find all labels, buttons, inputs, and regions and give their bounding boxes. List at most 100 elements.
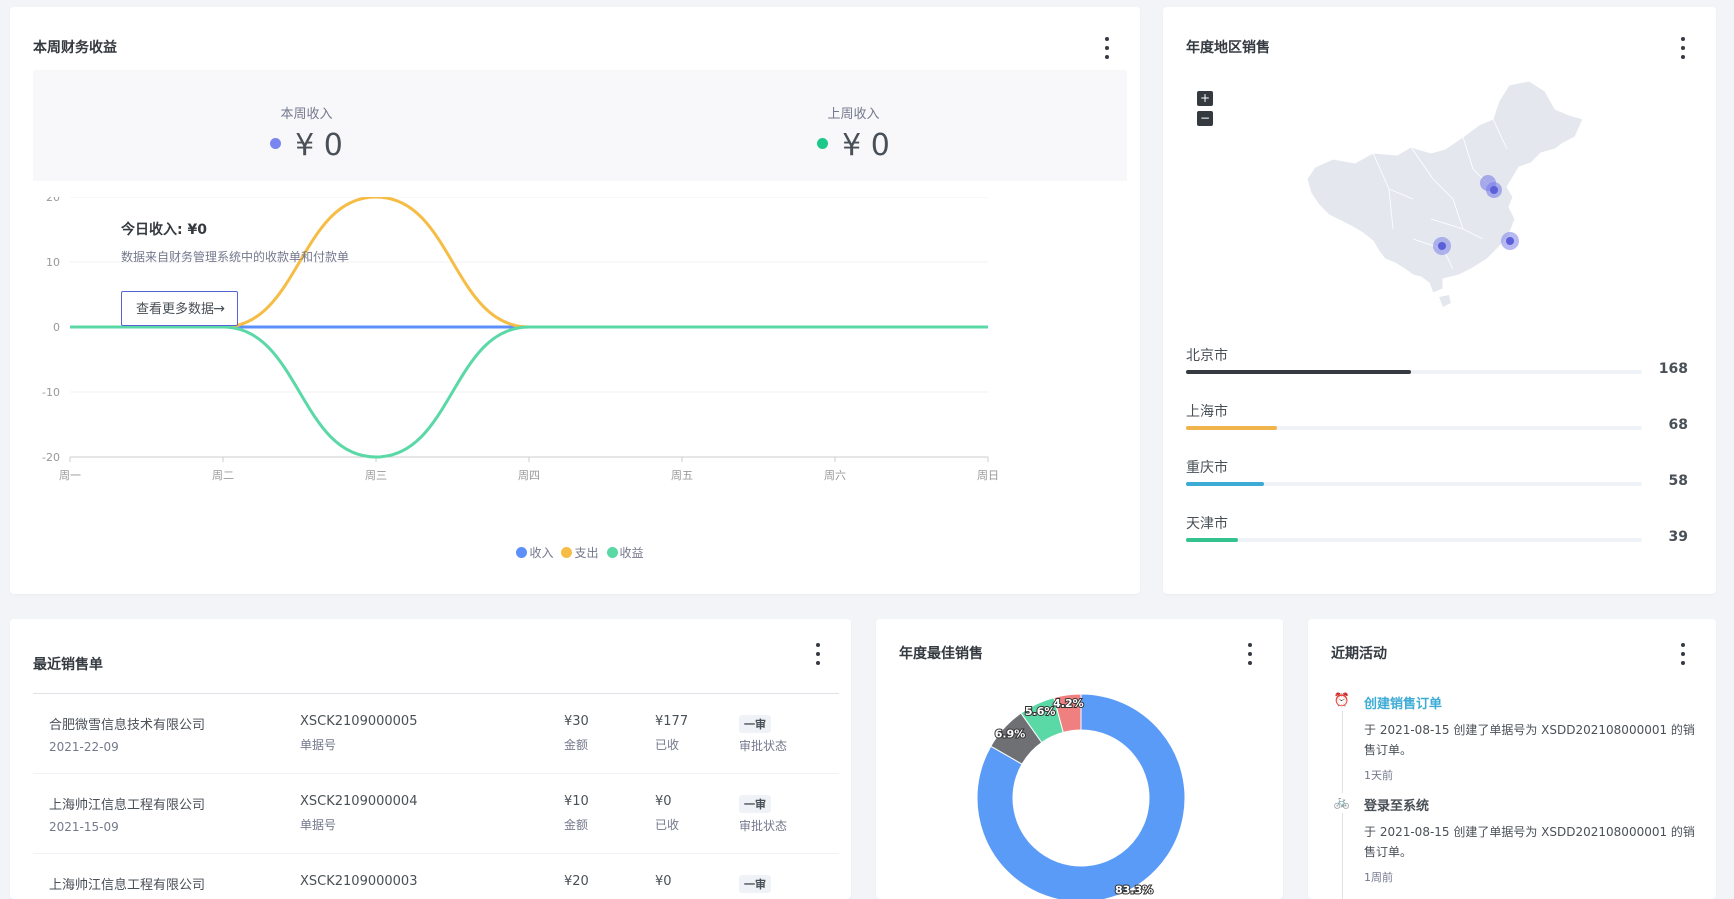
region-name: 天津市 (1186, 516, 1228, 532)
zoom-in-button[interactable]: + (1197, 91, 1213, 106)
activity-time: 1天前 (1364, 769, 1393, 782)
received-cell: ¥0 已收 (655, 794, 679, 833)
received: ¥0 (655, 794, 672, 809)
finance-more-icon[interactable] (1104, 37, 1110, 59)
x-tick-label: 周五 (671, 469, 693, 482)
region-title: 年度地区销售 (1186, 40, 1270, 56)
x-tick-label: 周四 (518, 469, 540, 482)
activity-desc: 于 2021-08-15 创建了单据号为 XSDD202108000001 的销… (1364, 825, 1695, 859)
finance-summary: 本周收入 ¥ 0 上周收入 ¥ 0 (33, 70, 1127, 181)
map-marker-core (1490, 186, 1498, 194)
donut-slice[interactable] (976, 693, 1186, 899)
order-no-sub: 单据号 (300, 818, 337, 832)
region-progress-bar (1186, 538, 1642, 542)
legend-dot-icon (516, 547, 528, 558)
amount-cell: ¥10 金额 (564, 794, 589, 833)
series-line-2[interactable] (70, 325, 988, 459)
y-tick-label: 20 (46, 197, 60, 204)
region-value: 68 (1668, 417, 1688, 433)
x-tick-label: 周一 (59, 469, 81, 482)
activity-time: 1周前 (1364, 871, 1393, 884)
y-tick-label: -20 (42, 451, 60, 464)
donut-slice-label: 6.9% (995, 727, 1026, 740)
amount: ¥30 (564, 714, 589, 729)
order-no-cell: XSCK2109000005 单据号 (300, 714, 417, 753)
amount: ¥10 (564, 794, 589, 809)
region-value: 39 (1668, 529, 1688, 545)
donut-slice[interactable] (1053, 693, 1082, 733)
region-progress-bar (1186, 426, 1642, 430)
view-more-data-button[interactable]: 查看更多数据 → (121, 291, 238, 326)
legend-label: 收入 (529, 546, 554, 560)
order-no: XSCK2109000005 (300, 714, 418, 729)
table-row[interactable]: 上海帅江信息工程有限公司 2021-15-09 XSCK2109000004 单据号 ¥… (33, 774, 839, 854)
legend-dot-icon (606, 547, 618, 558)
hainan-island (1439, 295, 1451, 307)
bicycle-icon: 🚲 (1332, 793, 1352, 813)
region-value: 58 (1668, 473, 1688, 489)
status-cell: 一审 审批状态 (739, 795, 787, 834)
region-more-icon[interactable] (1680, 37, 1686, 59)
company-sub: 2021-15-09 (49, 820, 119, 834)
this-week-value: ¥ 0 (295, 128, 343, 163)
china-map[interactable] (1293, 79, 1593, 309)
x-tick-label: 周六 (824, 469, 846, 482)
donut-slice-label: 83.3% (1115, 884, 1153, 897)
last-week-dot-icon (817, 138, 829, 149)
activity-more-icon[interactable] (1680, 643, 1686, 665)
received: ¥0 (655, 874, 672, 889)
company-cell: 上海帅江信息工程有限公司 (49, 874, 205, 899)
china-map-shape (1306, 80, 1584, 294)
activity-desc: 于 2021-08-15 创建了单据号为 XSDD202108000001 的销… (1364, 723, 1695, 757)
status-cell: 一审 (739, 875, 771, 897)
zoom-out-button[interactable]: − (1197, 111, 1213, 126)
last-week-value: ¥ 0 (842, 128, 890, 163)
company-cell: 合肥微雪信息技术有限公司 2021-22-09 (49, 714, 205, 754)
activity-title-text[interactable]: 创建销售订单 (1364, 697, 1443, 712)
y-tick-label: 10 (46, 256, 60, 269)
x-tick-label: 周二 (212, 469, 234, 482)
table-row[interactable]: 上海帅江信息工程有限公司 XSCK2109000003 ¥20 ¥0 一审 (33, 854, 839, 899)
sales-header-divider (33, 693, 839, 694)
table-row[interactable]: 合肥微雪信息技术有限公司 2021-22-09 XSCK2109000005 单据号 ¥… (33, 694, 839, 774)
status-label: 审批状态 (739, 819, 788, 833)
received-sub: 已收 (655, 738, 680, 752)
donut-slice-label: 5.6% (1025, 705, 1056, 718)
finance-title: 本周财务收益 (33, 40, 117, 56)
received-sub: 已收 (655, 818, 680, 832)
region-progress-fill (1186, 538, 1239, 542)
finance-line-chart: 20 10 0 -10 -20 周一 周二 周三 周四 周五 周六 周日 (42, 197, 999, 482)
company: 合肥微雪信息技术有限公司 (49, 718, 206, 733)
region-card: 年度地区销售 + − 北京市 168 上海市 68 重庆市 58 天津市 39 (1163, 7, 1716, 594)
region-name: 北京市 (1186, 348, 1228, 364)
legend-item[interactable]: 支出 (561, 544, 599, 561)
order-no-cell: XSCK2109000003 (300, 874, 417, 896)
legend-item[interactable]: 收益 (606, 544, 644, 561)
view-more-data-label: 查看更多数据 (136, 302, 215, 317)
region-value: 168 (1658, 361, 1688, 377)
last-week-income: 上周收入 ¥ 0 (580, 70, 1127, 181)
legend-label: 支出 (574, 546, 599, 560)
finance-card: 本周财务收益 本周收入 ¥ 0 上周收入 ¥ 0 20 10 0 -10 -20 周一 周二… (10, 7, 1140, 594)
region-progress-fill (1186, 482, 1264, 486)
order-no: XSCK2109000003 (300, 874, 418, 889)
status-label: 审批状态 (739, 739, 788, 753)
amount: ¥20 (564, 874, 589, 889)
best-more-icon[interactable] (1247, 643, 1253, 665)
region-name: 上海市 (1186, 404, 1228, 420)
amount-cell: ¥30 金额 (564, 714, 589, 753)
best-sales-card: 年度最佳销售 83.3% 6.9% 5.6% 4.2% (876, 619, 1283, 899)
received: ¥177 (655, 714, 689, 729)
y-tick-label: -10 (42, 386, 60, 399)
activity-title-text[interactable]: 登录至系统 (1364, 799, 1430, 814)
legend-item[interactable]: 收入 (516, 544, 553, 561)
company: 上海帅江信息工程有限公司 (49, 798, 206, 813)
sales-more-icon[interactable] (815, 643, 821, 665)
region-name: 重庆市 (1186, 460, 1228, 476)
activity-card: 近期活动 ⏰ 创建销售订单于 2021-08-15 创建了单据号为 XSDD202… (1308, 619, 1716, 899)
legend-dot-icon (561, 547, 573, 558)
order-no-cell: XSCK2109000004 单据号 (300, 794, 417, 833)
map-marker-core (1438, 242, 1446, 250)
activity-title: 近期活动 (1331, 646, 1387, 662)
best-sales-donut-chart: 83.3% 6.9% 5.6%4.2% (976, 693, 1186, 899)
